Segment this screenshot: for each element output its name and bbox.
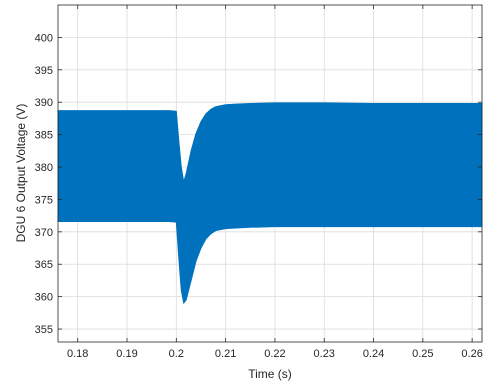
y-tick-label: 365	[35, 259, 53, 271]
y-axis-label: DGU 6 Output Voltage (V)	[14, 104, 28, 243]
y-tick-label: 375	[35, 194, 53, 206]
y-tick-label: 370	[35, 227, 53, 239]
x-tick-label: 0.24	[363, 348, 384, 360]
x-tick-label: 0.25	[412, 348, 433, 360]
y-tick-labels: 355 360 365 370 375 380 385 390 395 400	[35, 32, 53, 336]
tick-marks	[58, 5, 482, 342]
y-tick-label: 400	[35, 32, 53, 44]
y-tick-label: 355	[35, 324, 53, 336]
x-tick-label: 0.18	[67, 348, 88, 360]
x-tick-label: 0.2	[169, 348, 184, 360]
x-tick-labels: 0.18 0.19 0.2 0.21 0.22 0.23 0.24 0.25 0.26	[67, 348, 483, 360]
y-tick-label: 390	[35, 97, 53, 109]
y-tick-label: 380	[35, 162, 53, 174]
x-axis-label: Time (s)	[248, 367, 292, 381]
y-tick-label: 395	[35, 65, 53, 77]
y-tick-label: 360	[35, 292, 53, 304]
x-tick-label: 0.26	[461, 348, 482, 360]
x-tick-label: 0.22	[264, 348, 285, 360]
x-tick-label: 0.23	[314, 348, 335, 360]
x-tick-label: 0.21	[215, 348, 236, 360]
x-tick-label: 0.19	[116, 348, 137, 360]
y-tick-label: 385	[35, 130, 53, 142]
plot-frame	[57, 4, 483, 343]
